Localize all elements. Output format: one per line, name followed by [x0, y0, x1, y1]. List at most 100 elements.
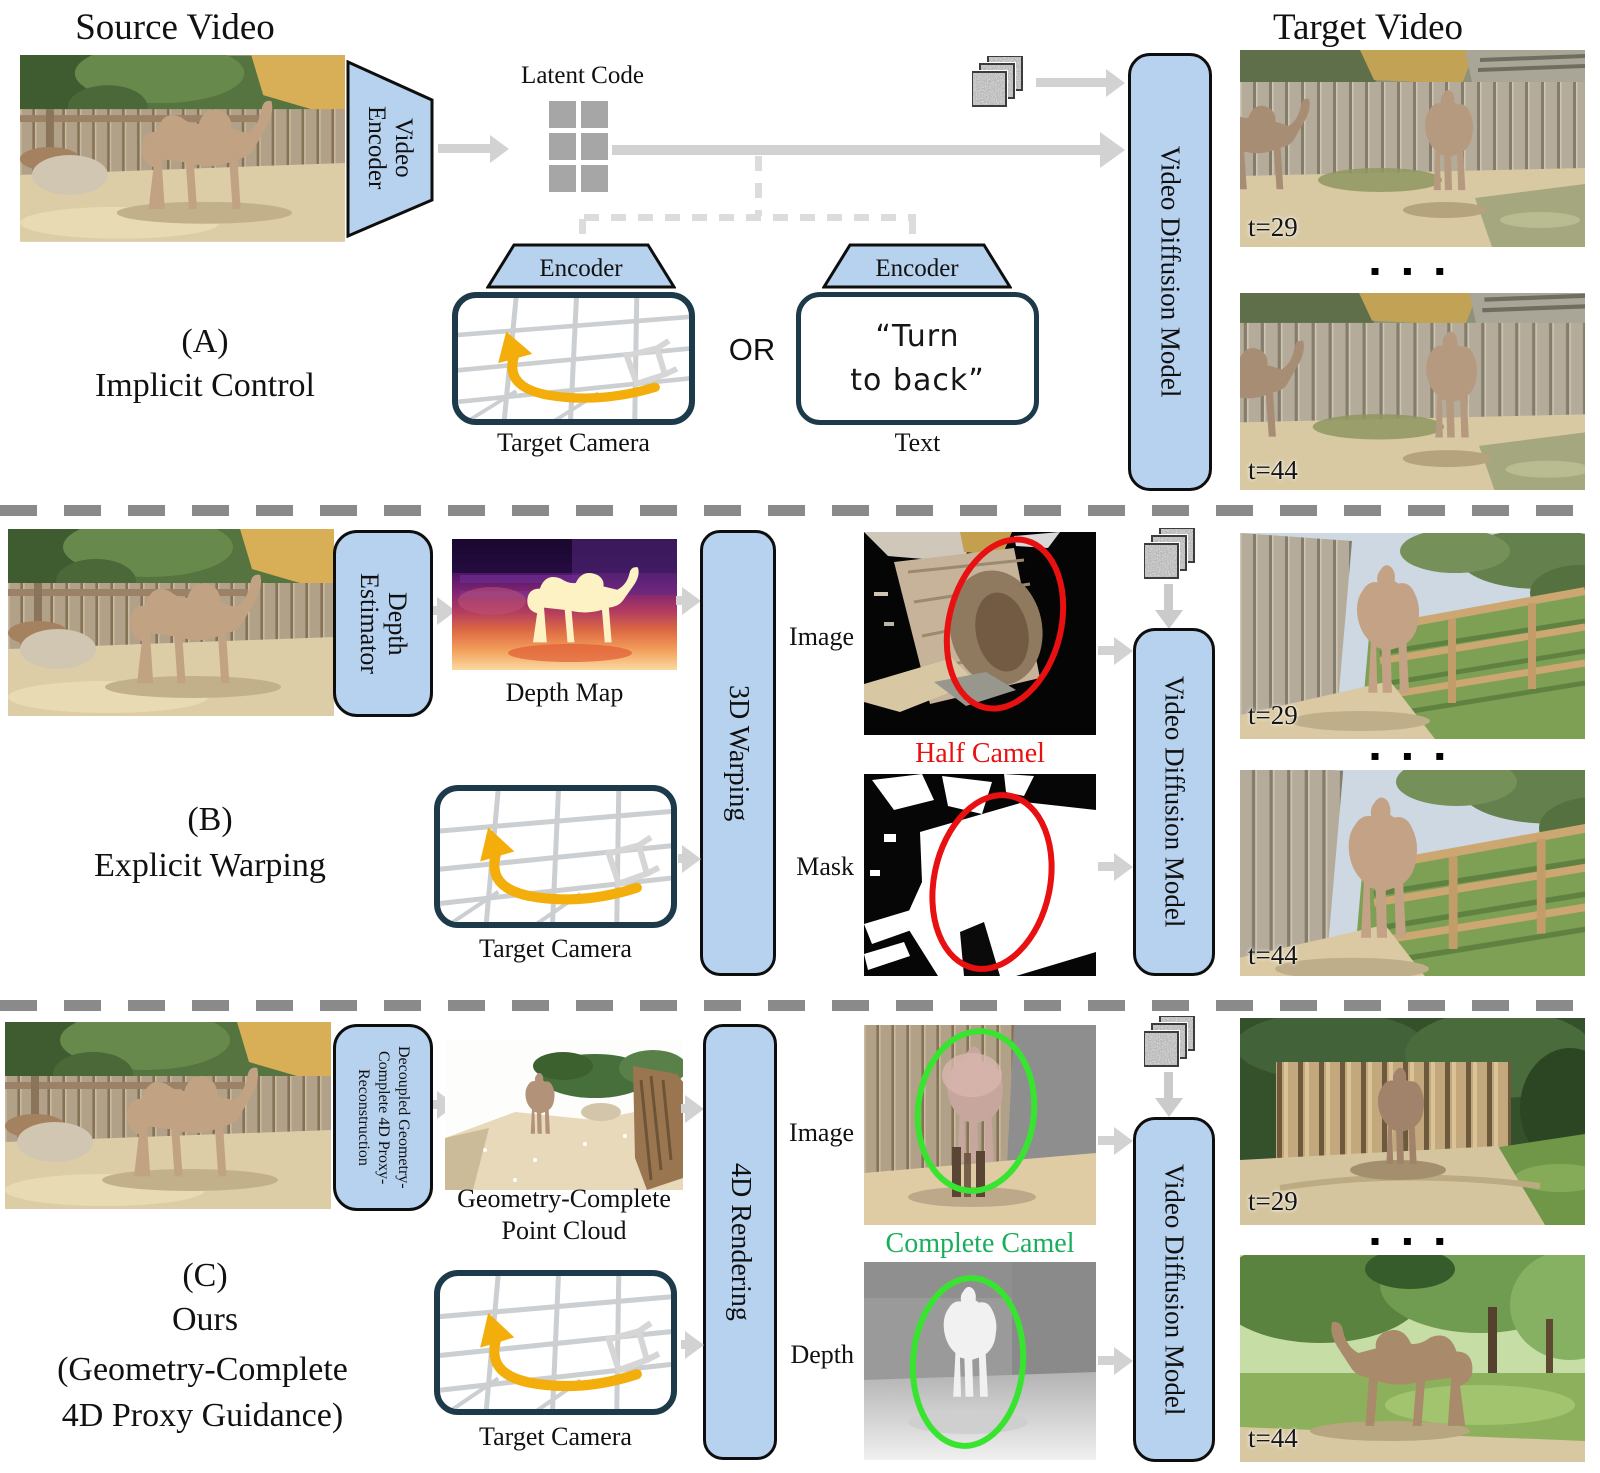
- row-a-tag: (A): [181, 323, 229, 360]
- text-prompt-line: to back”: [850, 362, 985, 398]
- rendering-4d-box: 4D Rendering: [703, 1024, 777, 1460]
- rendered-image-caption: Image: [789, 1118, 854, 1147]
- depth-estimator-label: Depth: [383, 591, 413, 656]
- warped-image: [864, 532, 1096, 735]
- row-c-name: Ours: [171, 1301, 239, 1338]
- proxy-reconstruction-label: Decoupled Geometry-: [395, 1046, 412, 1189]
- noise-latents-icon-c: [1144, 1016, 1196, 1068]
- video-encoder-box: Video Encoder: [350, 72, 430, 224]
- arrow-mask-to-vdm-b: [1098, 862, 1114, 871]
- row-c-name: 4D Proxy Guidance): [61, 1397, 344, 1434]
- target-camera-caption-b: Target Camera: [479, 934, 632, 963]
- camera-trajectory-icon: [440, 1276, 671, 1409]
- depth-estimator-box: Depth Estimator: [333, 530, 433, 717]
- arrow-noise-to-vdm-b: [1164, 584, 1173, 610]
- timestamp-label: t=44: [1248, 455, 1298, 485]
- ellipsis-b: ▪ ▪ ▪: [1370, 748, 1454, 764]
- rendering-4d-label: 4D Rendering: [725, 1163, 757, 1321]
- arrow-noise-to-vdm-c: [1164, 1072, 1173, 1098]
- noise-latents-icon-a: [972, 56, 1024, 108]
- timestamp-label: t=29: [1248, 700, 1298, 730]
- text-encoder-trapezoid: Encoder: [822, 243, 1012, 289]
- dashed-connector-right-stub: [909, 219, 916, 245]
- depth-estimator-label: Estimator: [355, 572, 384, 675]
- video-encoder-label: Encoder: [363, 106, 390, 190]
- dashed-connector-horizontal: [584, 214, 916, 221]
- camera-trajectory-icon: [458, 298, 689, 419]
- warping-3d-label: 3D Warping: [723, 684, 755, 822]
- warping-3d-box: 3D Warping: [700, 530, 776, 976]
- row-a-name: Implicit Control: [94, 367, 316, 404]
- video-encoder-shape: [346, 60, 434, 238]
- arrow-recon-to-pointcloud: [433, 1100, 437, 1109]
- row-separator-1: [0, 505, 1600, 516]
- target-camera-caption-c: Target Camera: [479, 1422, 632, 1451]
- warp-mask-image: [864, 774, 1096, 976]
- or-label: OR: [728, 332, 776, 367]
- text-encoder-label: Encoder: [875, 255, 959, 282]
- rendered-depth-image: [864, 1262, 1096, 1460]
- target-camera-caption-a: Target Camera: [497, 428, 650, 457]
- target-camera-box-c: [434, 1270, 677, 1415]
- point-cloud-caption: Geometry-Complete: [457, 1184, 671, 1213]
- noise-latents-icon-b: [1144, 528, 1196, 580]
- rendered-image: [864, 1025, 1096, 1225]
- target-video-title: Target Video: [1272, 7, 1464, 48]
- dashed-connector-left-stub: [579, 219, 586, 245]
- point-cloud-image: [445, 1040, 683, 1190]
- warped-image-caption: Image: [789, 622, 854, 651]
- ellipsis-c: ▪ ▪ ▪: [1370, 1233, 1454, 1249]
- rendered-depth-caption: Depth: [790, 1340, 854, 1369]
- complete-camel-annotation: Complete Camel: [885, 1228, 1075, 1259]
- arrow-camera-to-warping: [678, 854, 682, 863]
- video-diffusion-model-box-b: Video Diffusion Model: [1133, 628, 1215, 976]
- arrow-estimator-to-depthmap: [433, 606, 437, 615]
- source-video-thumbnail-b: [8, 529, 334, 716]
- source-video-thumbnail-c: [5, 1022, 331, 1209]
- depth-map-caption: Depth Map: [505, 678, 624, 707]
- arrow-depthmap-to-warping: [676, 596, 682, 605]
- half-camel-annotation: Half Camel: [915, 738, 1045, 769]
- text-prompt-line: “Turn: [875, 319, 960, 354]
- source-video-title: Source Video: [75, 7, 275, 48]
- video-diffusion-model-label: Video Diffusion Model: [1155, 146, 1186, 398]
- video-diffusion-model-box-c: Video Diffusion Model: [1133, 1117, 1215, 1462]
- row-separator-2: [0, 1000, 1600, 1011]
- row-b-tag: (B): [187, 801, 233, 838]
- arrow-image-to-vdm-b: [1098, 646, 1114, 655]
- depth-map-image: [452, 539, 677, 670]
- proxy-reconstruction-label: Reconstruction: [355, 1069, 372, 1166]
- latent-code-grid-icon: [549, 101, 609, 193]
- ellipsis-a: ▪ ▪ ▪: [1370, 263, 1454, 279]
- row-b-name: Explicit Warping: [94, 847, 326, 884]
- text-caption: Text: [894, 428, 941, 457]
- video-diffusion-model-label: Video Diffusion Model: [1159, 676, 1190, 928]
- timestamp-label: t=44: [1248, 1423, 1298, 1453]
- arrow-camera-to-rendering: [681, 1340, 685, 1349]
- video-diffusion-model-box-a: Video Diffusion Model: [1128, 53, 1212, 491]
- timestamp-label: t=44: [1248, 940, 1298, 970]
- arrow-encoder-to-latent: [438, 144, 490, 153]
- text-prompt-box: “Turn to back”: [796, 292, 1039, 425]
- camera-encoder-label: Encoder: [539, 255, 623, 282]
- latent-code-label: Latent Code: [521, 62, 644, 89]
- video-encoder-label: Video: [390, 118, 417, 178]
- video-diffusion-model-label: Video Diffusion Model: [1159, 1163, 1190, 1416]
- arrow-noise-to-vdm-a: [1036, 78, 1106, 87]
- timestamp-label: t=29: [1248, 212, 1298, 242]
- source-video-thumbnail-a: [20, 55, 345, 242]
- target-camera-box-b: [434, 785, 677, 928]
- row-c-name: (Geometry-Complete: [57, 1351, 348, 1388]
- camera-trajectory-icon: [440, 791, 671, 922]
- arrow-depth-to-vdm-c: [1098, 1356, 1114, 1365]
- proxy-reconstruction-box: Decoupled Geometry- Complete 4D Proxy- R…: [333, 1024, 433, 1211]
- point-cloud-caption: Point Cloud: [501, 1216, 627, 1245]
- mask-caption: Mask: [796, 852, 854, 881]
- arrow-pointcloud-to-rendering: [681, 1104, 685, 1113]
- dashed-connector-stem: [755, 156, 762, 216]
- timestamp-label: t=29: [1248, 1186, 1298, 1216]
- proxy-reconstruction-label: Complete 4D Proxy-: [375, 1050, 392, 1185]
- arrow-latent-to-vdm: [612, 145, 1100, 155]
- camera-encoder-trapezoid: Encoder: [486, 243, 676, 289]
